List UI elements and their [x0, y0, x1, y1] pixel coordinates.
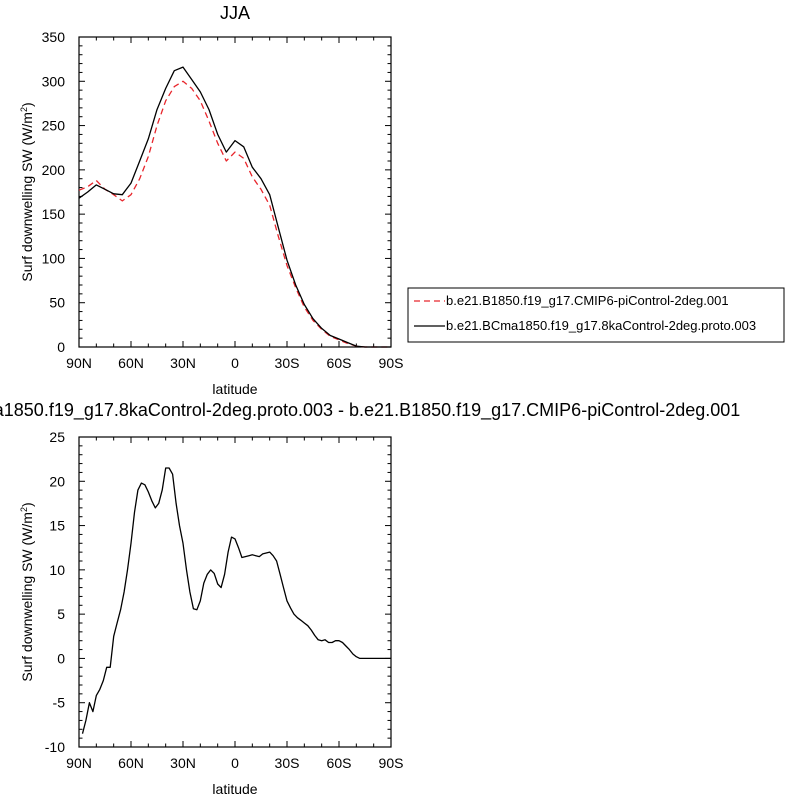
- y-tick-label: 150: [42, 206, 66, 222]
- y-tick-label: 350: [42, 29, 66, 45]
- x-tick-label: 60N: [118, 755, 144, 771]
- series-line-first: [81, 467, 391, 734]
- y-tick-label: 100: [42, 250, 66, 266]
- legend-label-8kaControl: b.e21.BCma1850.f19_g17.8kaControl-2deg.p…: [446, 318, 756, 333]
- x-tick-label: 0: [231, 355, 239, 371]
- x-tick-label: 90N: [66, 755, 92, 771]
- x-tick-label: 90S: [379, 755, 404, 771]
- top-plot-frame: [78, 36, 392, 348]
- series-line-second: [78, 66, 391, 348]
- x-tick-label: 30N: [170, 355, 196, 371]
- y-tick-label: -10: [45, 739, 65, 755]
- legend-label-piControl: b.e21.B1850.f19_g17.CMIP6-piControl-2deg…: [446, 293, 729, 308]
- x-tick-label: 60S: [327, 355, 352, 371]
- y-tick-label: 5: [57, 606, 65, 622]
- legend-box: [407, 287, 785, 343]
- legend: b.e21.B1850.f19_g17.CMIP6-piControl-2deg…: [407, 287, 785, 343]
- x-tick-label: 60S: [327, 755, 352, 771]
- y-tick-label: 0: [57, 339, 65, 355]
- y-tick-label: 250: [42, 118, 66, 134]
- y-tick-label: 300: [42, 73, 66, 89]
- panel-bottom: b.e21.BCma1850.f19_g17.8kaControl-2deg.p…: [0, 400, 740, 797]
- x-tick-label: 30S: [275, 355, 300, 371]
- top-plot-title: JJA: [220, 3, 250, 23]
- top-x-axis-title: latitude: [212, 381, 257, 397]
- y-tick-label: 0: [57, 650, 65, 666]
- bottom-plot-frame: [78, 436, 392, 748]
- x-tick-label: 90S: [379, 355, 404, 371]
- y-tick-label: 200: [42, 162, 66, 178]
- x-tick-label: 30S: [275, 755, 300, 771]
- y-tick-label: 20: [49, 473, 65, 489]
- x-tick-label: 30N: [170, 755, 196, 771]
- x-tick-label: 60N: [118, 355, 144, 371]
- panel-top: JJA 90N 60N 30N 0 30S 60S 90S 0 50 100 150 200 250 30…: [19, 3, 403, 397]
- y-tick-label: 50: [49, 295, 65, 311]
- y-tick-label: 10: [49, 562, 65, 578]
- x-tick-label: 90N: [66, 355, 92, 371]
- x-tick-label: 0: [231, 755, 239, 771]
- bottom-y-axis-title: Surf downwelling SW (W/m2): [19, 502, 35, 681]
- y-tick-label: 25: [49, 429, 65, 445]
- bottom-plot-title: b.e21.BCma1850.f19_g17.8kaControl-2deg.p…: [0, 400, 740, 421]
- y-tick-label: -5: [53, 695, 66, 711]
- top-y-axis-title: Surf downwelling SW (W/m2): [19, 102, 35, 281]
- bottom-x-axis-title: latitude: [212, 781, 257, 797]
- series-line-first: [78, 80, 391, 348]
- y-tick-label: 15: [49, 518, 65, 534]
